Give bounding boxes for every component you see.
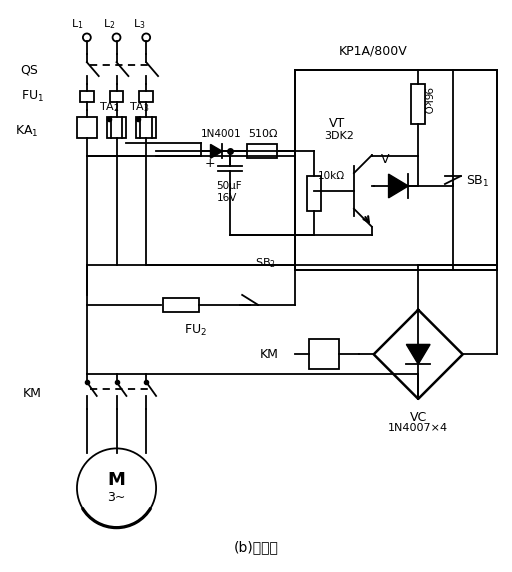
Text: 3DK2: 3DK2	[324, 132, 354, 141]
Bar	[80, 91, 94, 102]
Polygon shape	[407, 344, 430, 364]
Text: FU$_2$: FU$_2$	[184, 323, 207, 337]
Bar	[309, 339, 339, 369]
Text: 1N4007×4: 1N4007×4	[388, 423, 449, 432]
Text: FU$_1$: FU$_1$	[20, 89, 44, 105]
Text: 510Ω: 510Ω	[248, 129, 278, 140]
Bar	[411, 84, 425, 124]
Text: L$_2$: L$_2$	[103, 17, 116, 30]
Bar	[106, 117, 126, 138]
Text: 3~: 3~	[108, 491, 126, 505]
Text: M: M	[108, 471, 125, 489]
Circle shape	[113, 34, 120, 41]
Text: (b)电路二: (b)电路二	[233, 541, 279, 554]
Text: VC: VC	[410, 411, 427, 424]
Text: V: V	[381, 153, 390, 166]
Text: TA$_3$: TA$_3$	[129, 100, 150, 114]
Bar	[136, 117, 156, 138]
Bar	[307, 176, 322, 210]
Text: 10kΩ: 10kΩ	[317, 171, 345, 181]
Text: L$_1$: L$_1$	[71, 17, 83, 30]
Polygon shape	[210, 144, 222, 158]
Text: QS: QS	[20, 63, 38, 77]
Circle shape	[83, 34, 91, 41]
Bar	[110, 91, 123, 102]
Text: SB$_1$: SB$_1$	[466, 173, 489, 189]
Text: 96kΩ: 96kΩ	[421, 87, 431, 114]
Text: TA$_2$: TA$_2$	[99, 100, 120, 114]
Text: 1N4001: 1N4001	[201, 129, 241, 140]
Text: KM: KM	[23, 387, 41, 400]
Bar	[294, 70, 497, 270]
Text: KM: KM	[260, 348, 279, 361]
Bar	[77, 117, 97, 138]
Text: L$_3$: L$_3$	[133, 17, 145, 30]
Text: SB$_2$: SB$_2$	[255, 256, 276, 270]
Bar	[139, 91, 153, 102]
Text: KP1A/800V: KP1A/800V	[339, 44, 408, 57]
Text: 50μF: 50μF	[217, 181, 242, 191]
Text: +: +	[205, 157, 216, 170]
Text: 16V: 16V	[217, 193, 237, 203]
Polygon shape	[389, 174, 409, 198]
Circle shape	[142, 34, 150, 41]
Text: KA$_1$: KA$_1$	[15, 124, 38, 139]
Text: VT: VT	[329, 117, 346, 129]
Bar	[163, 298, 199, 312]
Bar	[247, 144, 277, 158]
